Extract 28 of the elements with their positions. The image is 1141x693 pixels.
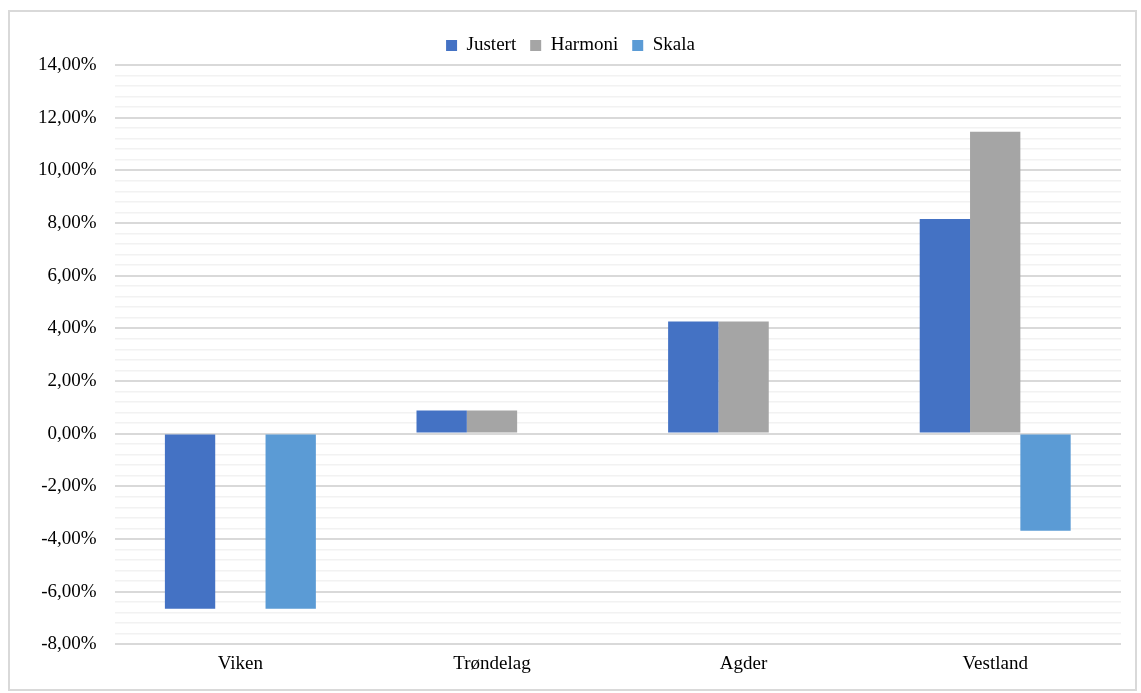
- y-tick-label: 0,00%: [47, 421, 97, 443]
- x-tick-label: Trøndelag: [453, 651, 532, 673]
- bar: [164, 434, 216, 609]
- bar: [970, 131, 1021, 433]
- legend-label: Skala: [652, 33, 696, 55]
- y-tick-label: -8,00%: [41, 632, 97, 654]
- bar: [265, 434, 316, 609]
- bar: [718, 321, 769, 433]
- y-tick-label: 8,00%: [47, 210, 97, 232]
- bar: [919, 219, 971, 433]
- y-tick-label: -6,00%: [41, 579, 97, 601]
- y-tick-label: 14,00%: [38, 52, 97, 74]
- legend-label: Justert: [466, 33, 517, 55]
- y-tick-label: -4,00%: [41, 526, 97, 548]
- y-tick-label: 4,00%: [47, 316, 97, 338]
- x-tick-label: Viken: [217, 651, 264, 673]
- bar: [1020, 434, 1071, 531]
- bar: [416, 410, 467, 433]
- y-tick-label: -2,00%: [41, 474, 97, 496]
- x-tick-label: Agder: [719, 651, 768, 673]
- bar: [466, 410, 518, 433]
- x-tick-label: Vestland: [962, 651, 1029, 673]
- bar: [668, 321, 719, 433]
- y-tick-label: 2,00%: [47, 368, 97, 390]
- y-tick-label: 12,00%: [38, 105, 97, 127]
- legend-label: Harmoni: [550, 33, 619, 55]
- y-tick-label: 10,00%: [38, 158, 97, 180]
- y-tick-label: 6,00%: [47, 263, 97, 285]
